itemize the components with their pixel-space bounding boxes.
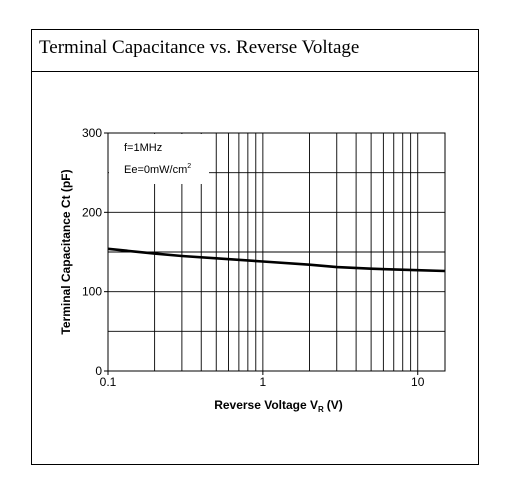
y-tick-label: 100 bbox=[82, 285, 102, 299]
x-axis-title-unit: (V) bbox=[327, 398, 343, 412]
chart-frame: Terminal Capacitance vs. Reverse Voltage bbox=[31, 29, 479, 465]
grid-layer bbox=[108, 133, 445, 371]
x-axis-title: Reverse Voltage VR (V) bbox=[214, 398, 343, 414]
y-tick-label: 0 bbox=[95, 364, 102, 378]
annotation-background bbox=[109, 134, 209, 184]
label-layer: Terminal Capacitance Ct (pF) Reverse Vol… bbox=[59, 142, 343, 414]
title-bar: Terminal Capacitance vs. Reverse Voltage bbox=[32, 30, 478, 72]
x-tick-label: 1 bbox=[260, 375, 267, 389]
x-axis-title-subscript: R bbox=[318, 405, 324, 414]
x-axis-title-main: Reverse Voltage V bbox=[214, 398, 318, 412]
plot-border bbox=[107, 132, 446, 372]
x-tick-label: 10 bbox=[411, 375, 425, 389]
chart-title: Terminal Capacitance vs. Reverse Voltage bbox=[39, 37, 360, 58]
annotation-irradiance-superscript: 2 bbox=[187, 163, 191, 170]
y-tick-label: 200 bbox=[82, 205, 102, 219]
annotation-frequency: f=1MHz bbox=[124, 142, 162, 154]
annotation-irradiance: Ee=0mW/cm2 bbox=[124, 163, 191, 176]
series-layer bbox=[107, 247, 446, 273]
annotation-mask bbox=[109, 134, 209, 184]
axes-layer: 0 100 200 300 0.1 1 10 bbox=[82, 126, 446, 389]
y-axis-title: Terminal Capacitance Ct (pF) bbox=[59, 169, 73, 334]
annotation-irradiance-main: Ee=0mW/cm bbox=[124, 164, 187, 176]
y-tick-label: 300 bbox=[82, 126, 102, 140]
capacitance-curve bbox=[107, 247, 446, 273]
x-tick-label: 0.1 bbox=[100, 375, 117, 389]
